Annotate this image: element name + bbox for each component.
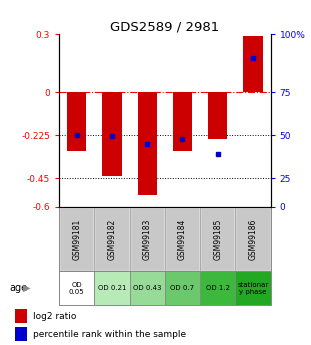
Text: log2 ratio: log2 ratio <box>33 312 77 321</box>
Bar <box>200 271 235 305</box>
Text: OD 1.2: OD 1.2 <box>206 285 230 291</box>
Bar <box>94 271 130 305</box>
Bar <box>165 271 200 305</box>
Text: GSM99185: GSM99185 <box>213 218 222 259</box>
Bar <box>235 271 271 305</box>
Bar <box>130 271 165 305</box>
Bar <box>15 327 27 341</box>
Bar <box>200 207 235 271</box>
Text: age: age <box>9 283 27 293</box>
Text: GSM99186: GSM99186 <box>248 218 258 259</box>
Bar <box>59 207 94 271</box>
Bar <box>102 92 122 176</box>
Text: OD
0.05: OD 0.05 <box>69 282 85 295</box>
Bar <box>137 92 157 195</box>
Title: GDS2589 / 2981: GDS2589 / 2981 <box>110 20 220 33</box>
Text: OD 0.43: OD 0.43 <box>133 285 161 291</box>
Bar <box>208 92 227 139</box>
Bar <box>235 207 271 271</box>
Bar <box>94 207 130 271</box>
Text: GSM99182: GSM99182 <box>108 218 116 259</box>
Text: GSM99183: GSM99183 <box>143 218 152 259</box>
Bar <box>15 309 27 323</box>
Bar <box>165 207 200 271</box>
Text: OD 0.7: OD 0.7 <box>170 285 194 291</box>
Bar <box>130 207 165 271</box>
Text: OD 0.21: OD 0.21 <box>98 285 126 291</box>
Text: GSM99184: GSM99184 <box>178 218 187 259</box>
Bar <box>67 92 86 151</box>
Text: stationar
y phase: stationar y phase <box>237 282 269 295</box>
Text: GSM99181: GSM99181 <box>72 218 81 259</box>
Text: percentile rank within the sample: percentile rank within the sample <box>33 330 186 339</box>
Bar <box>243 37 262 92</box>
Text: ▶: ▶ <box>23 283 30 293</box>
Bar <box>59 271 94 305</box>
Bar <box>173 92 192 151</box>
